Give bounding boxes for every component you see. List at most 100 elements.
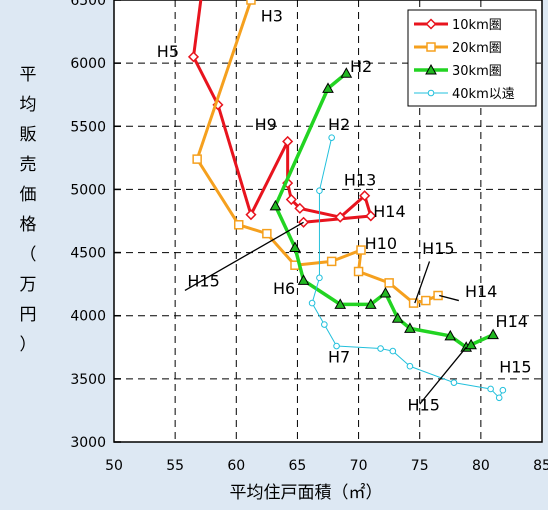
data-point [425,18,437,30]
data-point [245,209,257,221]
annotation-label: H15 [187,272,219,291]
x-tick-label: 80 [472,458,490,474]
annotation-label: H14 [465,282,497,301]
data-point [465,338,477,350]
data-point [297,274,310,285]
annotation-label: H10 [365,234,397,253]
data-point [262,228,272,239]
data-point [444,329,457,341]
y-axis-title-char: 万 [20,275,37,295]
data-point [408,298,419,308]
x-tick-label: 65 [289,458,307,474]
series-line [273,71,494,350]
data-point [294,202,306,214]
annotation-label: H2 [350,57,372,76]
leader-lines [184,221,467,405]
x-tick-label: 85 [533,458,548,474]
x-axis-title: 平均住戸面積（㎡） [230,483,383,503]
annotation-label: H9 [255,115,277,134]
y-tick-label: 3500 [70,372,106,388]
x-tick-label: 55 [166,458,184,474]
series-group [187,0,507,402]
data-point [356,245,366,255]
data-point [333,342,340,350]
y-tick-label: 5500 [70,119,106,135]
data-point [384,278,394,288]
data-point [246,0,256,5]
y-tick-label: 4500 [70,246,106,262]
legend-entry: 20km圏 [452,41,502,56]
annotation-label: H15 [422,239,454,258]
annotation-label: H14 [496,312,528,331]
data-point [285,193,297,206]
data-point [316,187,323,194]
data-point [308,299,316,307]
annotation-label: H7 [328,347,350,366]
y-axis-title-char: 価 [20,185,37,205]
data-point [289,241,301,253]
data-point [391,312,404,323]
data-point [404,322,416,333]
annotation-label: H15 [499,358,531,377]
annotation-label: H2 [328,115,350,134]
data-point [321,321,328,328]
y-axis-title-char: 平 [20,65,37,85]
y-axis-title-char: 売 [20,155,37,175]
y-axis-title-char: ） [20,335,37,355]
y-tick-labels: 3000 3500 4000 4500 5000 5500 6000 6500 [70,0,106,451]
data-point [487,328,499,340]
series-circle [308,134,507,402]
data-point [433,290,443,301]
leader-line [439,294,460,302]
data-point [450,379,458,386]
data-point [495,394,503,402]
x-tick-label: 50 [105,458,123,474]
legend-entry: 10km圏 [452,18,502,33]
annotation-labels: H3 H5 H2 H9 H2 H13 H14 H10 H15 H15 H6 H14 H14 H7 H15 H1… [157,6,532,414]
x-tick-labels: 50 55 60 65 70 75 80 85 [105,458,548,474]
data-point [379,286,392,298]
data-point [192,154,202,164]
y-axis-title-char: 均 [20,95,37,115]
annotation-label: H14 [373,202,405,221]
legend: 10km圏 20km圏 30km圏 40km以遠 [407,9,537,107]
y-axis-title-char: 販 [20,125,37,145]
y-tick-label: 5000 [70,182,106,198]
data-point [353,266,364,277]
x-tick-label: 75 [411,458,429,474]
data-point [427,89,435,97]
legend-entry: 30km圏 [452,64,502,79]
leader-line [184,221,304,292]
data-point [426,42,436,52]
data-point [406,362,414,370]
y-tick-label: 6000 [70,56,106,72]
y-axis-title-char: 円 [20,305,37,325]
data-point [365,210,377,222]
data-point [359,190,371,202]
data-point [334,298,347,309]
data-point [364,298,377,309]
annotation-label: H3 [261,6,283,25]
data-point [499,386,507,394]
annotation-label: H15 [407,395,439,414]
series-diamond [187,0,377,228]
data-point [316,274,323,282]
data-point [487,385,494,393]
data-point [233,220,244,230]
data-point [389,347,397,355]
leader-line [414,261,431,304]
data-point [269,199,282,211]
leader-line [419,346,467,405]
y-tick-label: 3000 [70,435,106,451]
y-axis-title-char: 格 [20,215,37,235]
x-tick-label: 70 [350,458,368,474]
y-tick-label: 4000 [70,309,106,325]
legend-entry: 40km以遠 [452,87,515,102]
data-point [334,211,346,223]
annotation-label: H5 [157,42,179,61]
series-triangle [269,67,499,352]
data-point [421,295,431,306]
